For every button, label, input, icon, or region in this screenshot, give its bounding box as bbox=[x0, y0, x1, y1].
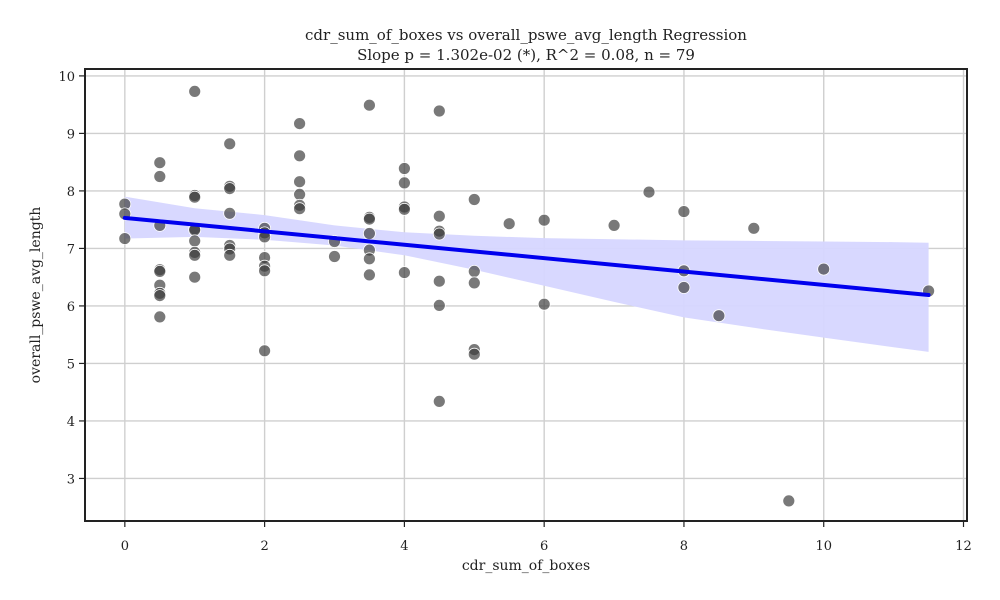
data-point bbox=[293, 202, 307, 216]
data-point bbox=[467, 276, 481, 290]
data-point bbox=[293, 117, 307, 130]
y-tick-label: 10 bbox=[58, 70, 75, 85]
data-point bbox=[223, 206, 237, 220]
data-point bbox=[642, 185, 656, 199]
data-point bbox=[293, 149, 307, 163]
data-point bbox=[432, 274, 446, 288]
data-point bbox=[537, 297, 551, 311]
data-point bbox=[223, 137, 237, 151]
data-point bbox=[118, 232, 132, 246]
data-point bbox=[293, 187, 307, 201]
data-point bbox=[223, 182, 237, 196]
y-tick-label: 8 bbox=[67, 185, 75, 200]
x-tick-label: 8 bbox=[680, 539, 688, 554]
data-point bbox=[188, 270, 202, 284]
data-point bbox=[188, 234, 202, 248]
y-tick-label: 4 bbox=[67, 415, 75, 430]
data-point bbox=[362, 98, 376, 112]
data-point bbox=[467, 264, 481, 278]
data-point bbox=[712, 309, 726, 323]
data-point bbox=[153, 310, 167, 324]
data-point bbox=[782, 494, 796, 508]
data-point bbox=[153, 264, 167, 278]
data-point bbox=[817, 262, 831, 276]
data-point bbox=[188, 190, 202, 204]
data-point bbox=[537, 213, 551, 227]
y-tick-label: 7 bbox=[67, 242, 75, 257]
data-point bbox=[362, 212, 376, 226]
chart-subtitle: Slope p = 1.302e-02 (*), R^2 = 0.08, n =… bbox=[357, 46, 695, 64]
axis-ticks: 0 2 4 6 8 10 12 3 4 5 6 7 8 9 10 bbox=[58, 70, 971, 554]
data-point bbox=[362, 268, 376, 282]
regression-line-group bbox=[122, 215, 931, 297]
data-point bbox=[747, 221, 761, 235]
x-tick-label: 12 bbox=[955, 539, 972, 554]
y-tick-label: 6 bbox=[67, 300, 75, 315]
y-tick-label: 3 bbox=[67, 472, 75, 487]
data-point bbox=[677, 281, 691, 294]
x-tick-label: 10 bbox=[815, 539, 832, 554]
data-point bbox=[397, 162, 411, 175]
data-point bbox=[467, 347, 481, 361]
y-tick-label: 9 bbox=[67, 127, 75, 142]
data-point bbox=[258, 264, 272, 278]
y-axis-label: overall_pswe_avg_length bbox=[28, 207, 44, 384]
chart-title: cdr_sum_of_boxes vs overall_pswe_avg_len… bbox=[305, 26, 747, 44]
data-point bbox=[223, 248, 237, 262]
x-tick-label: 4 bbox=[400, 539, 408, 554]
data-point bbox=[153, 156, 167, 170]
data-point bbox=[397, 266, 411, 280]
y-tick-label: 5 bbox=[67, 357, 75, 372]
data-point bbox=[432, 298, 446, 312]
plot-frame bbox=[84, 68, 968, 522]
x-axis-label: cdr_sum_of_boxes bbox=[462, 558, 590, 574]
data-point bbox=[432, 394, 446, 408]
data-point bbox=[293, 175, 307, 189]
x-tick-label: 0 bbox=[121, 539, 129, 554]
data-point bbox=[397, 176, 411, 190]
data-point bbox=[502, 217, 516, 231]
data-point bbox=[432, 209, 446, 223]
data-point bbox=[153, 289, 167, 303]
data-point bbox=[677, 205, 691, 219]
regression-line bbox=[122, 215, 931, 297]
data-point bbox=[432, 227, 446, 241]
data-point bbox=[607, 218, 621, 232]
x-tick-label: 2 bbox=[260, 539, 268, 554]
data-point bbox=[397, 202, 411, 216]
data-point bbox=[328, 250, 341, 263]
data-point bbox=[467, 193, 481, 206]
confidence-band bbox=[124, 196, 929, 352]
data-point bbox=[432, 104, 446, 118]
data-point bbox=[188, 85, 202, 98]
x-tick-label: 6 bbox=[540, 539, 548, 554]
data-point bbox=[258, 344, 272, 358]
confidence-band-area bbox=[124, 196, 929, 352]
data-point bbox=[362, 252, 376, 266]
data-point bbox=[188, 248, 202, 262]
data-point bbox=[153, 170, 167, 183]
data-point bbox=[362, 227, 376, 240]
